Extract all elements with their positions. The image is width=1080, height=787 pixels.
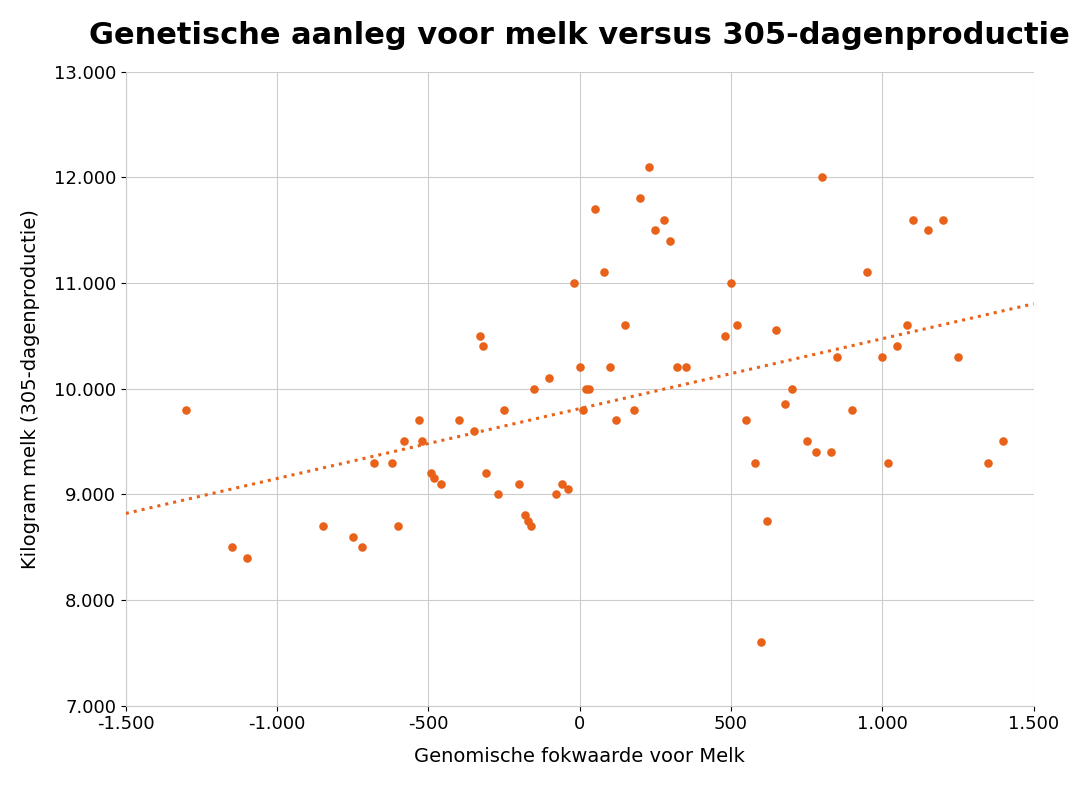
Point [934, 213, 951, 226]
Point [575, 404, 592, 416]
Point [422, 467, 440, 479]
Point [595, 266, 612, 279]
Point [859, 266, 876, 279]
Point [897, 319, 915, 331]
Point [178, 404, 195, 416]
Point [523, 519, 540, 532]
Point [559, 482, 577, 495]
Point [723, 276, 740, 289]
Point [640, 161, 658, 173]
Point [586, 203, 604, 216]
Point [828, 350, 846, 363]
Point [746, 456, 764, 469]
Point [667, 361, 685, 374]
Point [995, 435, 1012, 448]
Point [889, 340, 906, 353]
Point [822, 445, 839, 458]
Title: Genetische aanleg voor melk versus 305-dagenproductie: Genetische aanleg voor melk versus 305-d… [90, 20, 1070, 50]
Point [677, 361, 694, 374]
Point [489, 488, 507, 501]
Point [395, 435, 413, 448]
Point [980, 456, 997, 469]
Point [519, 515, 537, 527]
Point [450, 414, 468, 427]
Point [471, 330, 488, 342]
Point [607, 414, 624, 427]
Point [577, 382, 594, 395]
Point [874, 350, 891, 363]
Point [880, 456, 897, 469]
Point [656, 213, 673, 226]
Point [904, 213, 921, 226]
Point [617, 319, 634, 331]
Point [807, 445, 824, 458]
Point [239, 552, 256, 564]
X-axis label: Genomische fokwaarde voor Melk: Genomische fokwaarde voor Melk [415, 747, 745, 767]
Point [949, 350, 967, 363]
Point [465, 424, 483, 437]
Point [353, 541, 370, 553]
Point [647, 224, 664, 236]
Point [738, 414, 755, 427]
Point [414, 435, 431, 448]
Point [224, 541, 241, 553]
Point [511, 478, 528, 490]
Point [383, 456, 401, 469]
Y-axis label: Kilogram melk (305-dagenproductie): Kilogram melk (305-dagenproductie) [21, 209, 40, 568]
Point [553, 478, 570, 490]
Point [625, 404, 643, 416]
Point [365, 456, 382, 469]
Point [728, 319, 745, 331]
Point [716, 330, 733, 342]
Point [410, 414, 428, 427]
Point [541, 371, 558, 384]
Point [632, 192, 649, 205]
Point [426, 472, 443, 485]
Point [565, 276, 582, 289]
Point [345, 530, 362, 543]
Point [477, 467, 495, 479]
Point [753, 636, 770, 648]
Point [843, 404, 861, 416]
Point [474, 340, 491, 353]
Point [390, 519, 407, 532]
Point [798, 435, 815, 448]
Point [580, 382, 597, 395]
Point [919, 224, 936, 236]
Point [546, 488, 564, 501]
Point [602, 361, 619, 374]
Point [758, 515, 775, 527]
Point [526, 382, 543, 395]
Point [496, 404, 513, 416]
Point [662, 235, 679, 247]
Point [314, 519, 332, 532]
Point [783, 382, 800, 395]
Point [813, 171, 831, 183]
Point [516, 509, 534, 522]
Point [768, 324, 785, 337]
Point [571, 361, 589, 374]
Point [432, 478, 449, 490]
Point [777, 398, 794, 411]
